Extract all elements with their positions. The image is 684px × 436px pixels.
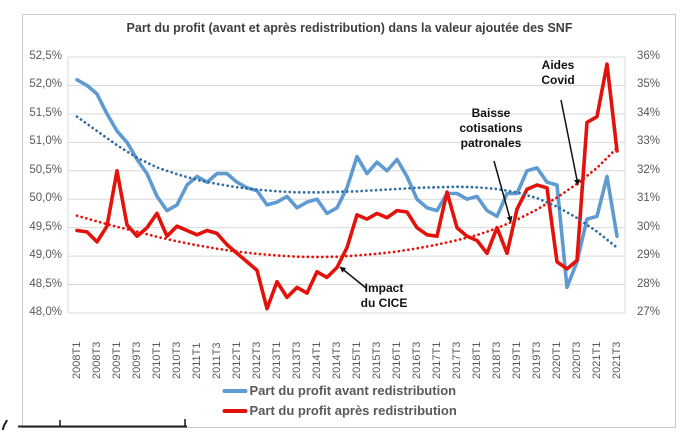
x-axis-tick-label: 2019T3 (531, 341, 543, 379)
annotation-line: Aides (541, 58, 575, 72)
right-axis-tick-label: 35% (637, 78, 661, 91)
x-axis-tick-label: 2009T1 (111, 341, 123, 379)
right-axis-tick-label: 29% (637, 249, 661, 262)
left-axis-tick-label: 51,5% (29, 106, 62, 119)
x-axis-tick-label: 2014T1 (311, 341, 323, 379)
x-axis-tick-label: 2018T3 (491, 341, 503, 379)
right-axis-tick-label: 36% (637, 50, 661, 62)
x-axis-tick-label: 2014T3 (331, 341, 343, 379)
chart-frame (22, 14, 676, 428)
annotation-impact-cice: Impact du CICE (351, 281, 417, 311)
right-axis-tick-label: 28% (637, 277, 661, 290)
legend-label: Part du profit avant redistribution (249, 383, 457, 398)
x-axis-tick-label: 2016T1 (391, 341, 403, 379)
chart-title: Part du profit (avant et après redistrib… (126, 21, 573, 35)
x-axis-tick-label: 2012T3 (251, 341, 263, 379)
annotation-arrow-baisse-cotisations (493, 160, 513, 223)
x-axis-tick-label: 2018T1 (471, 341, 483, 379)
left-axis-tick-label: 52,0% (29, 78, 62, 91)
annotation-line: patronales (460, 136, 522, 150)
right-axis-tick-label: 27% (637, 306, 661, 318)
data-series (75, 62, 619, 311)
annotation-line: cotisations (459, 121, 523, 135)
annotation-line: Impact (364, 281, 404, 295)
left-axis-tick-label: 49,5% (29, 220, 62, 233)
x-axis-tick-label: 2020T3 (571, 341, 583, 379)
annotation-arrow-aides-covid (560, 99, 580, 186)
annotation-arrows (339, 99, 580, 289)
annotation-baisse-cotisations: Baisse cotisations patronales (448, 106, 534, 151)
annotation-arrow-impact-cice (339, 266, 367, 289)
annotation-aides-covid: Aides Covid (533, 58, 583, 88)
series-after-redistribution (75, 62, 619, 311)
x-axis-tick-label: 2011T1 (191, 342, 203, 380)
legend-line-swatch (222, 388, 248, 393)
x-axis-tick-label: 2015T3 (371, 341, 383, 379)
right-axis-tick-label: 30% (637, 220, 661, 233)
left-axis-tick-label: 48,0% (29, 306, 62, 318)
cropped-artifact-line (2, 419, 187, 431)
series-before-redistribution (75, 78, 619, 290)
left-axis-tick-label: 52,5% (29, 50, 62, 62)
x-axis-tick-label: 2009T3 (131, 341, 143, 379)
left-axis-tick-label: 49,0% (29, 249, 62, 262)
x-axis-tick-label: 2015T1 (351, 341, 363, 379)
x-axis-tick-label: 2020T1 (551, 341, 563, 379)
x-axis-tick-label: 2010T3 (171, 341, 183, 379)
legend-line-swatch (222, 408, 248, 413)
annotation-line: Covid (541, 73, 575, 87)
x-axis-tick-label: 2012T1 (231, 341, 243, 379)
x-axis-tick-label: 2008T3 (91, 341, 103, 379)
x-axis-tick-label: 2013T3 (291, 341, 303, 379)
series-trend-after-redistribution (75, 146, 619, 259)
left-axis-tick-label: 50,0% (29, 192, 62, 205)
left-axis-tick-label: 50,5% (29, 163, 62, 176)
x-axis-tick-label: 2019T1 (511, 341, 523, 379)
series-trend-before-redistribution (75, 115, 619, 249)
x-axis-tick-label: 2021T3 (611, 341, 623, 379)
legend-item: Part du profit après redistribution (222, 401, 457, 420)
right-axis-tick-label: 33% (637, 135, 661, 148)
x-axis-tick-label: 2010T1 (151, 341, 163, 379)
x-axis-tick-label: 2011T3 (211, 342, 223, 380)
legend-label: Part du profit après redistribution (249, 403, 457, 418)
legend-item: Part du profit avant redistribution (222, 381, 457, 400)
left-axis-tick-label: 51,0% (29, 135, 62, 148)
x-axis-tick-label: 2008T1 (71, 341, 83, 379)
left-axis-tick-label: 48,5% (29, 277, 62, 290)
right-axis-tick-label: 31% (637, 192, 661, 205)
x-axis-tick-label: 2013T1 (271, 341, 283, 379)
annotation-line: Baisse (471, 106, 511, 120)
x-axis-tick-label: 2021T1 (591, 341, 603, 379)
x-axis-tick-label: 2017T1 (431, 341, 443, 379)
x-axis-tick-label: 2016T3 (411, 341, 423, 379)
annotation-line: du CICE (360, 296, 408, 310)
x-axis-tick-label: 2017T3 (451, 341, 463, 379)
chart-legend: Part du profit avant redistribution Part … (222, 381, 457, 420)
right-axis-tick-label: 32% (637, 163, 661, 176)
right-axis-tick-label: 34% (637, 106, 661, 119)
